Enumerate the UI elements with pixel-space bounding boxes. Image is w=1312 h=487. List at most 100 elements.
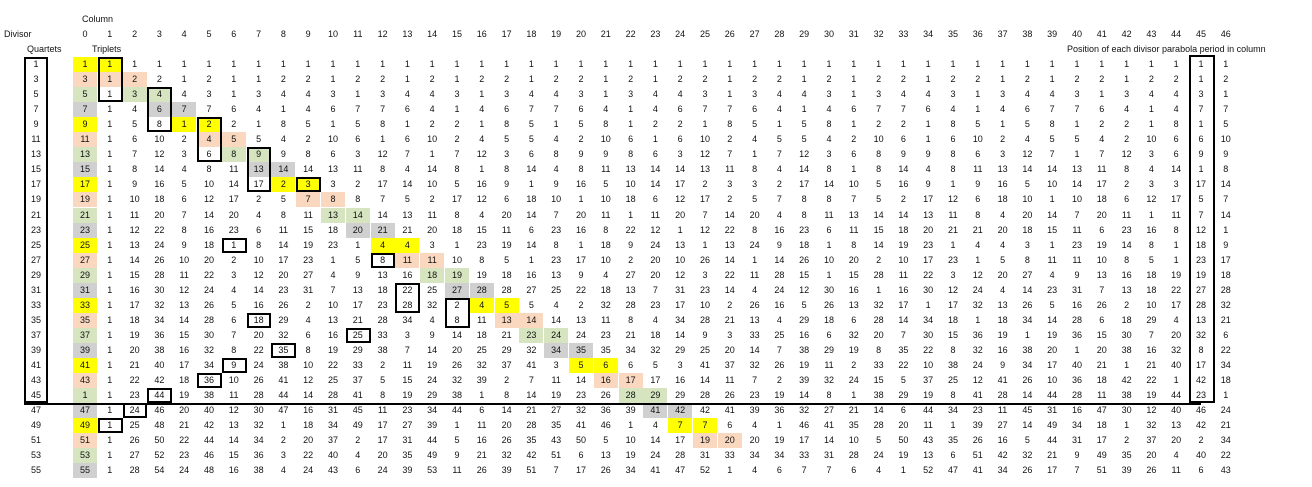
grid-cell: 35 bbox=[278, 344, 289, 355]
grid-cell: 13 bbox=[377, 269, 388, 280]
grid-cell: 1 bbox=[702, 59, 708, 69]
grid-cell: 26 bbox=[600, 465, 611, 476]
grid-cell: 26 bbox=[501, 435, 512, 446]
grid-cell: 4 bbox=[752, 284, 758, 295]
grid-cell: 5 bbox=[454, 435, 460, 446]
grid-cell: 3 bbox=[752, 179, 758, 190]
grid-cell: 31 bbox=[1071, 284, 1082, 295]
grid-cell: 6 bbox=[330, 149, 336, 160]
grid-cell: 20 bbox=[501, 209, 512, 220]
grid-cell: 20 bbox=[377, 450, 388, 461]
grid-cell: 2 bbox=[454, 299, 460, 310]
grid-cell: 7 bbox=[801, 465, 807, 476]
grid-cell: 16 bbox=[303, 405, 314, 416]
grid-cell: 4 bbox=[280, 89, 286, 100]
grid-cell: 21 bbox=[625, 329, 636, 340]
grid-cell: 37 bbox=[501, 360, 512, 370]
grid-cell: 20 bbox=[179, 405, 190, 416]
grid-cell: 1 bbox=[801, 104, 807, 115]
grid-cell: 1 bbox=[950, 179, 956, 190]
divisor-value: 17 bbox=[30, 179, 41, 190]
grid-cell: 12 bbox=[675, 269, 686, 280]
grid-cell: 11 bbox=[477, 314, 487, 325]
grid-cell: 4 bbox=[479, 134, 485, 145]
grid-cell: 34 bbox=[923, 314, 934, 325]
grid-cell: 11 bbox=[1097, 390, 1107, 401]
grid-cell: 1 bbox=[1024, 329, 1030, 340]
grid-cell: 14 bbox=[898, 314, 909, 325]
grid-cell: 23 bbox=[575, 390, 586, 401]
grid-cell: 18 bbox=[501, 269, 512, 280]
grid-cell: 16 bbox=[1146, 224, 1157, 235]
grid-cell: 53 bbox=[427, 465, 438, 476]
grid-cell: 8 bbox=[603, 119, 609, 130]
grid-cell: 19 bbox=[848, 344, 859, 355]
grid-cell: 8 bbox=[801, 194, 807, 205]
grid-cell: 21 bbox=[848, 405, 859, 416]
grid-cell: 3 bbox=[677, 149, 683, 160]
grid-cell: 32 bbox=[1022, 450, 1033, 461]
grid-cell: 8 bbox=[603, 224, 609, 235]
grid-cell: 24 bbox=[650, 239, 661, 250]
grid-cell: 11 bbox=[923, 420, 933, 431]
grid-cell: 15 bbox=[848, 269, 859, 280]
grid-cell: 7 bbox=[1198, 209, 1204, 220]
grid-cell: 13 bbox=[997, 164, 1008, 175]
grid-cell: 4 bbox=[801, 89, 807, 100]
grid-cell: 29 bbox=[799, 314, 810, 325]
grid-cell: 1 bbox=[1173, 375, 1179, 386]
grid-cell: 1 bbox=[107, 375, 113, 386]
grid-cell: 7 bbox=[1099, 284, 1105, 295]
grid-cell: 1 bbox=[107, 329, 113, 340]
grid-cell: 19 bbox=[774, 390, 785, 401]
grid-cell: 18 bbox=[799, 239, 810, 250]
column-header: 19 bbox=[551, 29, 562, 39]
grid-cell: 4 bbox=[181, 89, 187, 100]
grid-cell: 16 bbox=[1146, 344, 1157, 355]
grid-cell: 14 bbox=[228, 435, 239, 446]
grid-cell: 34 bbox=[749, 450, 760, 461]
grid-cell: 14 bbox=[129, 254, 140, 265]
grid-cell: 1 bbox=[975, 104, 981, 115]
grid-cell: 1 bbox=[107, 314, 113, 325]
grid-cell: 43 bbox=[327, 465, 338, 476]
grid-cell: 4 bbox=[429, 314, 435, 325]
grid-cell: 18 bbox=[451, 224, 462, 235]
grid-cell: 1 bbox=[429, 149, 435, 160]
grid-cell: 2 bbox=[197, 117, 221, 133]
grid-cell: 18 bbox=[327, 224, 338, 235]
grid-cell: 2 bbox=[900, 74, 906, 85]
grid-cell: 1 bbox=[107, 405, 113, 416]
grid-cell: 17 bbox=[699, 194, 710, 205]
grid-cell: 39 bbox=[402, 465, 413, 476]
grid-cell: 22 bbox=[1146, 375, 1157, 386]
grid-cell: 46 bbox=[799, 420, 810, 431]
grid-cell: 2 bbox=[231, 254, 237, 265]
grid-cell: 29 bbox=[278, 314, 289, 325]
grid-cell: 21 bbox=[1146, 360, 1157, 370]
divisor-value: 5 bbox=[33, 89, 39, 100]
grid-cell: 1 bbox=[504, 59, 510, 69]
grid-cell: 1 bbox=[330, 119, 336, 130]
grid-cell: 4 bbox=[395, 237, 420, 253]
grid-cell: 1 bbox=[404, 119, 410, 130]
grid-cell: 8 bbox=[1124, 164, 1130, 175]
grid-cell: 23 bbox=[749, 390, 760, 401]
grid-cell: 29 bbox=[898, 390, 909, 401]
grid-cell: 28 bbox=[1195, 299, 1206, 310]
grid-cell: 2 bbox=[1099, 74, 1105, 85]
grid-cell: 4 bbox=[429, 104, 435, 115]
grid-cell: 9 bbox=[1074, 450, 1080, 461]
grid-cell: 8 bbox=[826, 119, 832, 130]
column-header: 46 bbox=[1220, 29, 1231, 39]
grid-cell: 1 bbox=[256, 59, 262, 69]
grid-cell: 3 bbox=[380, 89, 386, 100]
grid-cell: 49 bbox=[427, 450, 438, 461]
grid-cell: 40 bbox=[327, 450, 338, 461]
grid-cell: 13 bbox=[402, 209, 413, 220]
grid-cell: 19 bbox=[551, 390, 562, 401]
grid-cell: 42 bbox=[526, 450, 537, 461]
grid-cell: 13 bbox=[625, 284, 636, 295]
grid-cell: 1 bbox=[181, 74, 187, 85]
grid-cell: 14 bbox=[526, 209, 537, 220]
